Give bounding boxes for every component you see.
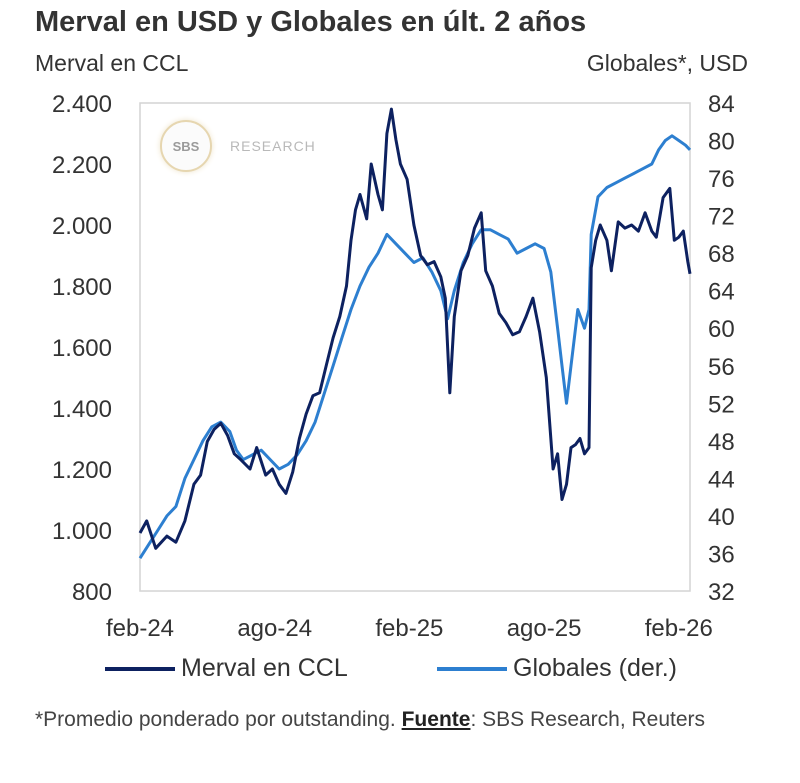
right-tick-label: 76: [708, 166, 735, 193]
right-tick-label: 48: [708, 429, 735, 456]
left-tick-label: 2.000: [52, 213, 112, 240]
left-tick-label: 1.800: [52, 274, 112, 301]
right-tick-label: 64: [708, 279, 735, 306]
right-tick-label: 72: [708, 204, 735, 231]
left-tick-label: 1.600: [52, 335, 112, 362]
x-tick-label: feb-24: [106, 615, 174, 642]
sbs-logo-badge: SBS: [160, 120, 212, 172]
right-axis-ticks: 32 36 40 44 48 52 56 60 64 68 72 76 80 84: [708, 91, 735, 606]
sbs-research-logo: SBS RESEARCH: [160, 120, 316, 172]
x-tick-label: ago-25: [507, 615, 582, 642]
right-tick-label: 40: [708, 504, 735, 531]
legend-swatch-merval: [105, 666, 175, 671]
right-tick-label: 32: [708, 579, 735, 606]
right-tick-label: 52: [708, 391, 735, 418]
series-line-globales: [138, 134, 692, 560]
left-tick-label: 1.400: [52, 396, 112, 423]
x-axis-ticks: feb-24 ago-24 feb-25 ago-25 feb-26: [106, 615, 713, 642]
legend-label-merval: Merval en CCL: [181, 654, 348, 682]
right-tick-label: 84: [708, 91, 735, 118]
right-tick-label: 68: [708, 241, 735, 268]
plot-frame: [139, 102, 691, 592]
left-tick-label: 2.400: [52, 91, 112, 118]
left-tick-label: 800: [72, 579, 112, 606]
footnote-text: *Promedio ponderado por outstanding.: [35, 708, 396, 731]
right-tick-label: 44: [708, 466, 735, 493]
right-tick-label: 60: [708, 316, 735, 343]
footnote: *Promedio ponderado por outstanding. Fue…: [35, 704, 755, 736]
footnote-source-label: Fuente: [401, 708, 471, 731]
left-axis-label: Merval en CCL: [35, 50, 189, 76]
chart-title: Merval en USD y Globales en últ. 2 años: [35, 6, 587, 38]
series-line-merval: [138, 107, 692, 550]
right-tick-label: 36: [708, 541, 735, 568]
legend: Merval en CCL Globales (der.): [0, 654, 800, 694]
legend-item-globales: Globales (der.): [437, 654, 677, 683]
line-chart: 800 1.000 1.200 1.400 1.600 1.800 2.000 2.200 2.…: [52, 91, 735, 642]
right-tick-label: 80: [708, 129, 735, 156]
series-layer: [138, 107, 692, 560]
legend-label-globales: Globales (der.): [513, 654, 677, 682]
x-tick-label: feb-25: [375, 615, 443, 642]
legend-item-merval: Merval en CCL: [105, 654, 348, 683]
x-tick-label: ago-24: [237, 615, 312, 642]
left-tick-label: 2.200: [52, 152, 112, 179]
right-tick-label: 56: [708, 354, 735, 381]
left-axis-ticks: 800 1.000 1.200 1.400 1.600 1.800 2.000 2.200 2.…: [52, 91, 112, 606]
left-tick-label: 1.200: [52, 457, 112, 484]
left-tick-label: 1.000: [52, 518, 112, 545]
right-axis-label: Globales*, USD: [586, 50, 748, 76]
logo-text: RESEARCH: [230, 138, 316, 154]
legend-swatch-globales: [437, 666, 507, 671]
x-tick-label: feb-26: [645, 615, 713, 642]
footnote-source: : SBS Research, Reuters: [470, 708, 706, 731]
